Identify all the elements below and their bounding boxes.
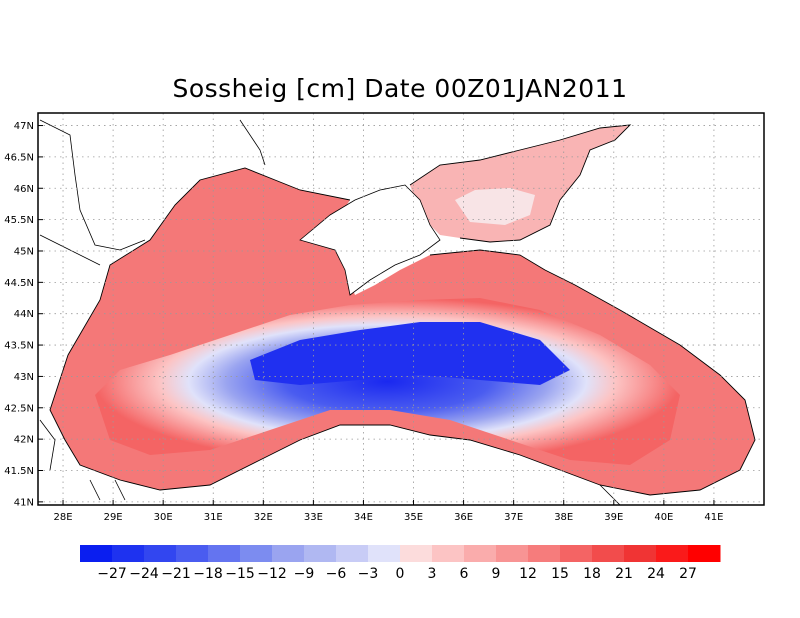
colorbar-label: −27 — [97, 566, 127, 582]
colorbar-label: 24 — [647, 566, 665, 582]
lon-tick-label: 31E — [204, 512, 223, 523]
lat-tick-label: 43N — [14, 372, 34, 383]
lat-tick-label: 44N — [14, 309, 34, 320]
colorbar-label: 15 — [551, 566, 569, 582]
colorbar-swatch — [80, 545, 113, 562]
colorbar-label: −6 — [326, 566, 347, 582]
lat-tick-label: 46N — [14, 184, 34, 195]
map-frame — [37, 112, 765, 506]
colorbar-swatch — [144, 545, 177, 562]
colorbar-swatch — [112, 545, 145, 562]
colorbar-swatch — [592, 545, 625, 562]
country-borders — [39, 119, 621, 505]
colorbar-swatch — [240, 545, 273, 562]
lon-tick-label: 34E — [354, 512, 373, 523]
colorbar-label: 21 — [615, 566, 633, 582]
colorbar-label: −9 — [294, 566, 315, 582]
map-title: Sossheig [cm] Date 00Z01JAN2011 — [172, 74, 628, 103]
colorbar-label: −15 — [225, 566, 255, 582]
colorbar-label: −3 — [358, 566, 379, 582]
lon-tick-label: 30E — [154, 512, 173, 523]
lon-tick-label: 38E — [554, 512, 573, 523]
colorbar-swatch — [304, 545, 337, 562]
lat-tick-label: 42N — [14, 435, 34, 446]
lat-tick-label: 47N — [14, 121, 34, 132]
colorbar-swatch — [432, 545, 465, 562]
latitude-axis: 47N 46.5N 46N 45.5N 45N 44.5N 44N 43.5N 43N 42.5N… — [4, 121, 43, 508]
lat-tick-label: 46.5N — [4, 152, 34, 163]
colorbar-label: 12 — [519, 566, 537, 582]
lon-tick-label: 37E — [504, 512, 523, 523]
lon-tick-label: 35E — [404, 512, 423, 523]
colorbar-swatch — [560, 545, 593, 562]
colorbar-swatch — [208, 545, 241, 562]
colorbar-swatch — [624, 545, 657, 562]
lon-tick-label: 40E — [654, 512, 673, 523]
lat-tick-label: 45.5N — [4, 215, 34, 226]
colorbar-swatch — [336, 545, 369, 562]
lon-tick-label: 39E — [604, 512, 623, 523]
colorbar-swatch — [400, 545, 433, 562]
colorbar-label: 0 — [396, 566, 405, 582]
map-gridlines — [38, 113, 764, 505]
azov-sea-core — [455, 188, 535, 225]
colorbar-swatch — [688, 545, 721, 562]
azov-sea-area — [410, 125, 630, 242]
colorbar-label: −18 — [193, 566, 223, 582]
colorbar-swatch — [656, 545, 689, 562]
colorbar-label: −21 — [161, 566, 191, 582]
colorbar-label: 3 — [428, 566, 437, 582]
longitude-axis: 28E 29E 30E 31E 32E 33E 34E 35E 36E 37E 38E 39E 40E 4… — [54, 500, 723, 523]
lat-tick-label: 41N — [14, 497, 34, 508]
lat-tick-label: 45N — [14, 246, 34, 257]
colorbar-label: 9 — [492, 566, 501, 582]
colorbar-swatch — [496, 545, 529, 562]
lon-tick-label: 32E — [254, 512, 273, 523]
colorbar-swatch — [464, 545, 497, 562]
lon-tick-label: 36E — [454, 512, 473, 523]
colorbar-label: 6 — [460, 566, 469, 582]
lat-tick-label: 43.5N — [4, 341, 34, 352]
colorbar-label: −12 — [257, 566, 287, 582]
colorbar-label: −24 — [129, 566, 159, 582]
lat-tick-label: 44.5N — [4, 278, 34, 289]
lat-tick-label: 42.5N — [4, 403, 34, 414]
lon-tick-label: 41E — [704, 512, 723, 523]
lon-tick-label: 28E — [54, 512, 73, 523]
lon-tick-label: 29E — [104, 512, 123, 523]
colorbar-swatch — [176, 545, 209, 562]
colorbar: −27 −24 −21 −18 −15 −12 −9 −6 −3 0 3 6 9 12 15 18 21 24 27 — [80, 545, 721, 582]
lon-tick-label: 33E — [304, 512, 323, 523]
colorbar-swatch — [272, 545, 305, 562]
colorbar-label: 18 — [583, 566, 601, 582]
sea-level-anomaly-core — [250, 322, 570, 385]
lat-tick-label: 41.5N — [4, 466, 34, 477]
colorbar-swatch — [368, 545, 401, 562]
colorbar-label: 27 — [679, 566, 697, 582]
colorbar-swatch — [528, 545, 561, 562]
